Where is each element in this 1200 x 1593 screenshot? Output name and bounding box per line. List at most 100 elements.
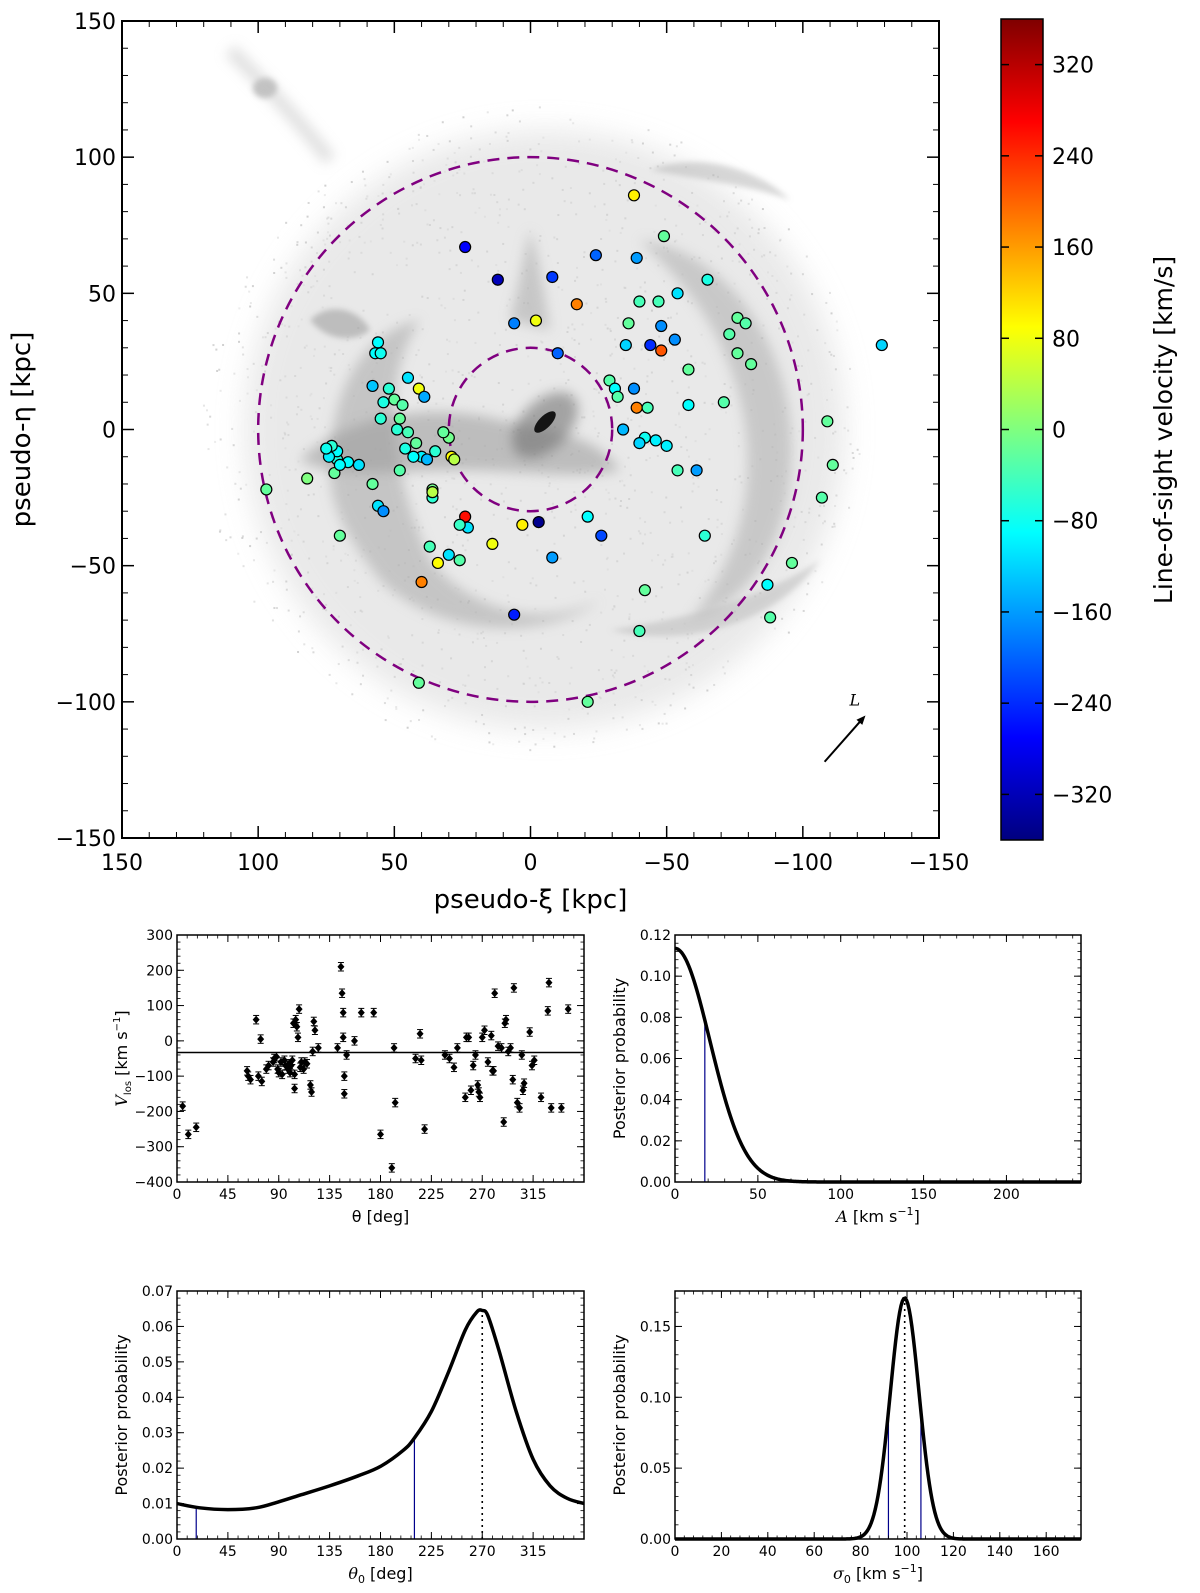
halo-speckle-dot (395, 707, 398, 710)
halo-speckle-dot (317, 190, 320, 193)
halo-speckle-dot (312, 651, 315, 654)
halo-speckle-dot (781, 617, 784, 620)
halo-speckle-dot (246, 376, 249, 379)
velocity-point (412, 676, 425, 689)
velocity-point (630, 251, 643, 265)
y-tick-label: −150 (56, 827, 116, 852)
y-tick-label: 0.00 (142, 1532, 173, 1548)
velocity-data-point (471, 1050, 479, 1059)
x-tick-label: 90 (270, 1187, 288, 1203)
halo-speckle-dot (273, 569, 276, 572)
velocity-point (723, 328, 736, 341)
x-tick-label: 0 (671, 1544, 680, 1560)
halo-speckle-dot (241, 536, 244, 539)
velocity-point (698, 529, 711, 542)
velocity-point (644, 338, 657, 352)
velocity-data-point (306, 1080, 314, 1089)
velocity-data-point (258, 1077, 266, 1086)
velocity-point (333, 529, 346, 542)
dashed-circle (256, 155, 805, 704)
x-tick-label: 160 (1033, 1544, 1060, 1560)
halo-speckle-dot (673, 154, 676, 157)
velocity-point (701, 273, 714, 286)
y-tick-label: −100 (56, 691, 116, 716)
x-tick-label: 40 (759, 1544, 777, 1560)
y-tick-label: 0.04 (640, 1093, 671, 1109)
halo-speckle-dot (814, 570, 817, 573)
halo-speckle-dot (592, 741, 595, 744)
y-tick-label: 300 (146, 928, 173, 944)
y-tick-label: 0.00 (640, 1175, 671, 1191)
velocity-data-point (292, 1015, 300, 1024)
halo-speckle-dot (641, 142, 644, 145)
velocity-point (764, 611, 777, 624)
y-tick-label: −400 (135, 1175, 173, 1191)
halo-speckle-dot (408, 147, 411, 150)
halo-speckle-dot (432, 148, 435, 151)
l-arrow-line (823, 720, 861, 763)
velocity-data-point (491, 989, 499, 998)
halo-speckle-dot (625, 728, 628, 731)
halo-speckle-dot (787, 228, 790, 231)
velocity-data-point (272, 1052, 280, 1061)
halo-speckle-dot (801, 273, 804, 276)
halo-speckle-dot (846, 406, 849, 409)
halo-speckle-dot (215, 348, 218, 351)
x-tick-label: 315 (520, 1187, 547, 1203)
x-axis-label-symbol: σ (833, 1564, 845, 1583)
halo-speckle-dot (238, 471, 241, 474)
dashed-circle (447, 346, 614, 513)
velocity-point (633, 295, 646, 308)
x-axis-label-end: ] (914, 1207, 920, 1226)
velocity-point (761, 578, 774, 591)
halo-speckle-dot (773, 627, 776, 630)
velocity-point (821, 415, 834, 428)
velocity-point (377, 505, 390, 518)
velocity-point (875, 338, 888, 352)
halo-speckle-dot (253, 600, 256, 603)
y-tick-label: 150 (74, 10, 116, 35)
x-tick-label: −100 (773, 851, 833, 876)
x-tick-label: 270 (469, 1187, 496, 1203)
x-tick-label: 135 (316, 1187, 343, 1203)
colorbar-tick-label: 240 (1052, 145, 1094, 170)
velocity-point (260, 483, 273, 496)
vlos-theta-panel: 0 45 90 135 180 225 270 315 −400 −300 −200 −100 0 100… (112, 928, 585, 1226)
halo-speckle-dot (249, 545, 252, 548)
colorbar: −320 −240 −160 −80 0 80 160 240 320 Line-of-sigh… (1000, 18, 1178, 841)
x-tick-label: 150 (910, 1187, 937, 1203)
velocity-point (407, 450, 420, 463)
velocity-data-point (340, 1089, 348, 1098)
velocity-data-point (391, 1098, 399, 1107)
velocity-data-point (530, 1056, 538, 1065)
x-axis-label: pseudo-ξ [kpc] (434, 885, 628, 915)
halo-speckle-dot (351, 693, 354, 696)
halo-speckle-dot (858, 452, 861, 455)
halo-speckle-dot (821, 581, 824, 584)
halo-speckle-dot (300, 224, 303, 227)
l-arrow-head (856, 715, 866, 725)
halo-speckle-dot (238, 399, 241, 402)
halo-speckle-dot (836, 329, 839, 332)
halo-speckle-dot (297, 651, 300, 654)
velocity-point (371, 336, 385, 349)
velocity-point (589, 249, 602, 262)
velocity-data-point (450, 1063, 458, 1072)
velocity-data-point (246, 1075, 254, 1084)
halo-speckle-dot (330, 217, 333, 220)
velocity-point (744, 358, 758, 371)
halo-speckle-dot (553, 732, 556, 735)
y-tick-label: 0.00 (640, 1532, 671, 1548)
l-arrow: L (823, 690, 866, 763)
x-axis-label-unit: [km s (848, 1207, 898, 1226)
halo-speckle-dot (363, 178, 366, 181)
halo-speckle-dot (242, 353, 245, 356)
velocity-point (374, 347, 387, 360)
halo-speckle-dot (233, 372, 236, 375)
halo-speckle-dot (441, 121, 444, 124)
halo-speckle-dot (593, 737, 596, 740)
velocity-data-point (519, 1086, 527, 1095)
halo-speckle-dot (335, 202, 338, 205)
velocity-data-point (377, 1130, 384, 1139)
velocity-data-point (287, 1061, 295, 1070)
